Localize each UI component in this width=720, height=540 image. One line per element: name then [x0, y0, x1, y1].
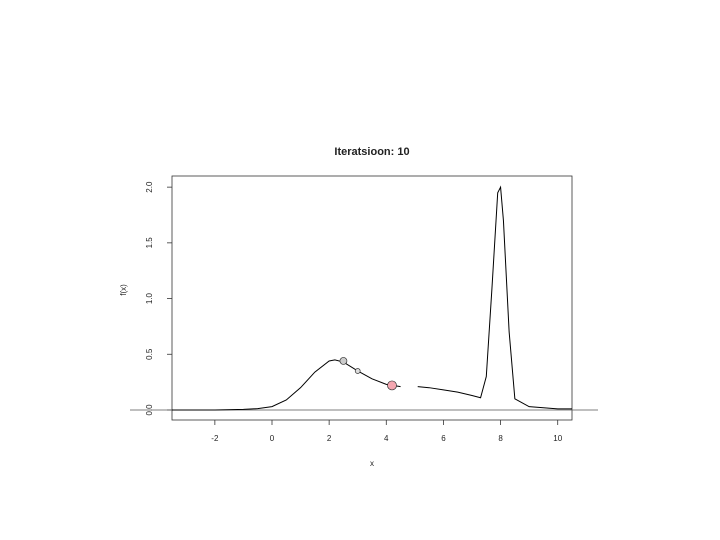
x-tick-label: 2 [327, 434, 332, 443]
x-axis-label: x [370, 459, 374, 468]
curve [172, 185, 572, 411]
y-tick-label: 2.0 [145, 181, 154, 193]
y-tick-label: 0.5 [145, 348, 154, 360]
y-tick-label: 1.5 [145, 237, 154, 249]
y-tick-label: 1.0 [145, 292, 154, 304]
x-tick-label: 8 [498, 434, 503, 443]
x-tick-label: 4 [384, 434, 389, 443]
x-tick-label: 10 [553, 434, 562, 443]
iteration-point [339, 357, 348, 365]
plot-frame [171, 175, 573, 421]
x-tick-label: -2 [211, 434, 219, 443]
iteration-point [354, 368, 361, 374]
x-tick-label: 6 [441, 434, 446, 443]
iteration-point [387, 380, 397, 391]
y-axis-label: f(x) [119, 284, 128, 296]
chart-title: Iteratsioon: 10 [334, 146, 409, 158]
x-tick-label: 0 [270, 434, 275, 443]
